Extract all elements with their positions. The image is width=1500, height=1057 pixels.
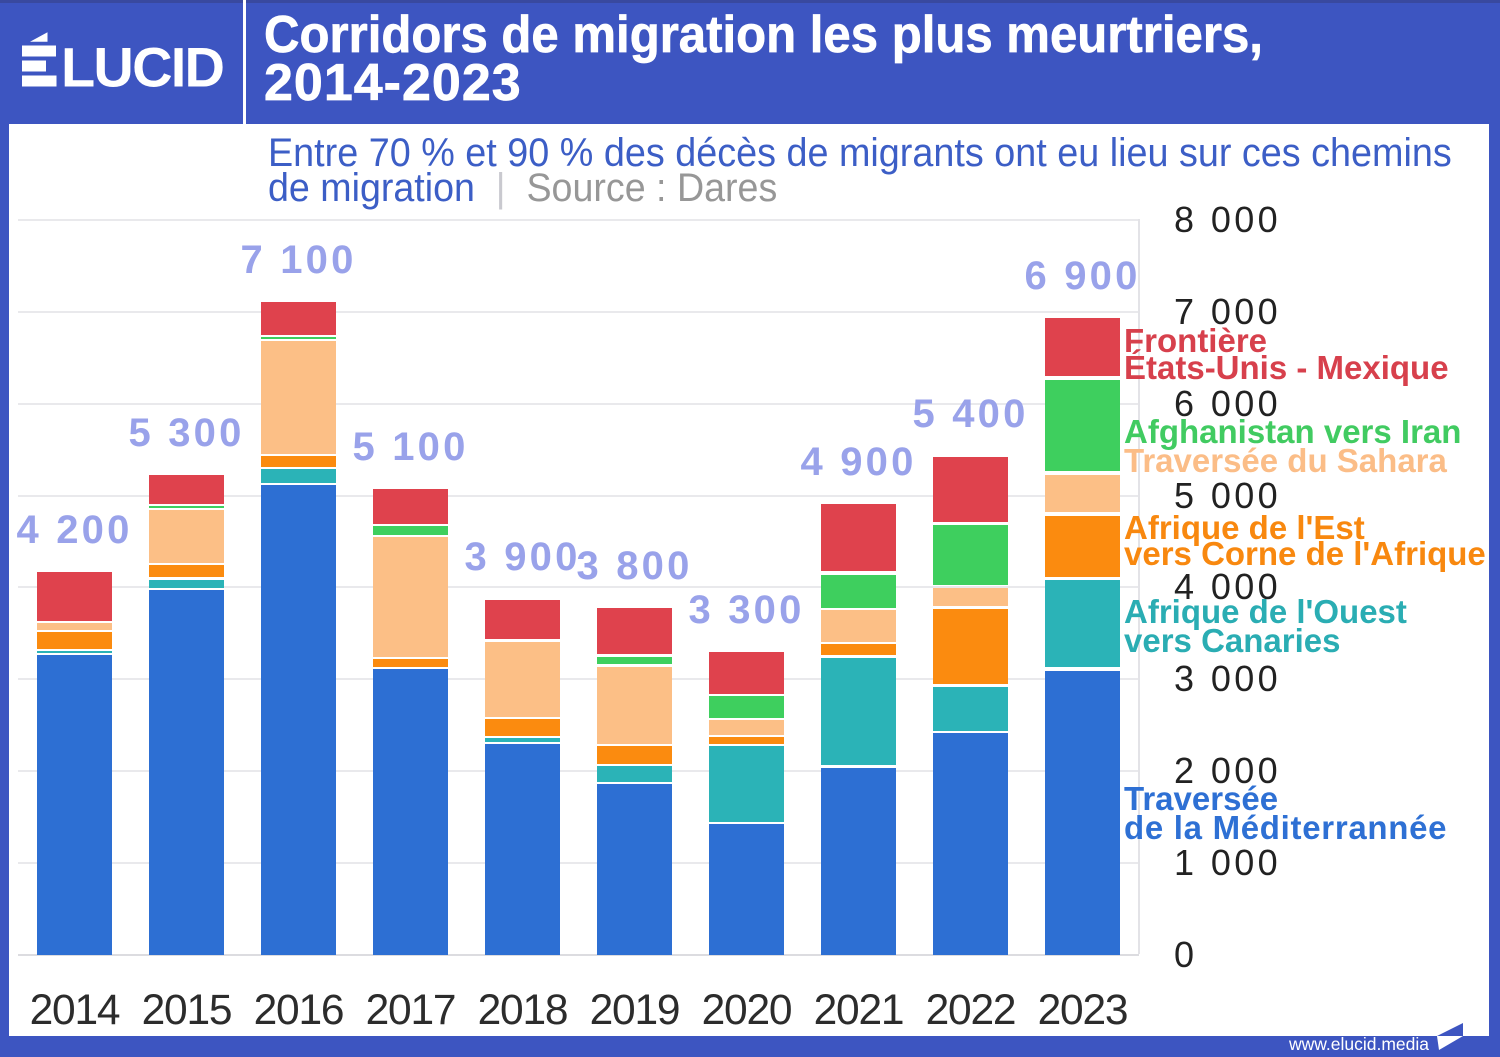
svg-text:LUCID: LUCID (61, 36, 225, 99)
